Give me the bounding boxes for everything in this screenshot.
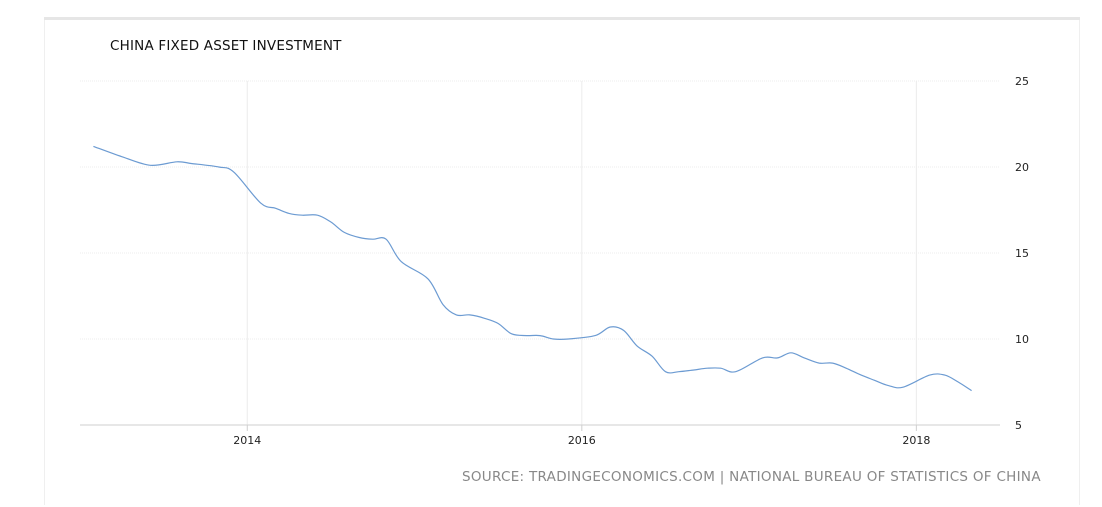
- series-line: [93, 145, 972, 392]
- y-tick-label: 25: [1015, 75, 1029, 88]
- source-text: SOURCE: TRADINGECONOMICS.COM | NATIONAL …: [462, 469, 1041, 485]
- x-tick-label: 2016: [568, 434, 596, 447]
- y-tick-label: 10: [1015, 333, 1029, 346]
- x-gridlines: [246, 81, 917, 425]
- x-tick-label: 2018: [902, 434, 930, 447]
- x-tick-label: 2014: [233, 434, 261, 447]
- y-tick-label: 15: [1015, 247, 1029, 260]
- y-tick-label: 5: [1015, 419, 1022, 432]
- chart-title: CHINA FIXED ASSET INVESTMENT: [110, 38, 342, 54]
- y-tick-label: 20: [1015, 161, 1029, 174]
- top-border: [44, 17, 1080, 20]
- right-border: [1079, 20, 1080, 505]
- y-axis-labels: 25 20 15 10 5: [1015, 75, 1029, 432]
- y-gridlines: [80, 80, 1000, 340]
- x-axis-ticks: 2014 2016 2018: [233, 425, 930, 447]
- left-border: [44, 20, 45, 505]
